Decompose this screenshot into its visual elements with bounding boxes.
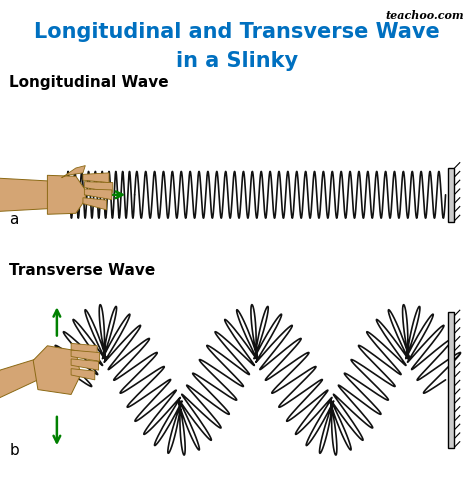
Text: a: a bbox=[9, 212, 19, 227]
Polygon shape bbox=[0, 356, 47, 404]
Polygon shape bbox=[71, 359, 99, 370]
Polygon shape bbox=[71, 369, 95, 380]
Polygon shape bbox=[83, 198, 107, 210]
Polygon shape bbox=[71, 350, 100, 361]
Polygon shape bbox=[71, 343, 97, 355]
Polygon shape bbox=[47, 175, 85, 214]
Text: Transverse Wave: Transverse Wave bbox=[9, 263, 156, 278]
Text: Longitudinal and Transverse Wave: Longitudinal and Transverse Wave bbox=[34, 22, 440, 42]
Text: in a Slinky: in a Slinky bbox=[176, 51, 298, 71]
Polygon shape bbox=[84, 189, 112, 200]
Polygon shape bbox=[33, 346, 81, 394]
Polygon shape bbox=[0, 178, 52, 212]
Polygon shape bbox=[83, 173, 109, 183]
Text: b: b bbox=[9, 443, 19, 458]
Text: Longitudinal Wave: Longitudinal Wave bbox=[9, 75, 169, 91]
Text: teachoo.com: teachoo.com bbox=[386, 10, 465, 21]
Polygon shape bbox=[448, 168, 454, 222]
Polygon shape bbox=[448, 312, 454, 448]
Polygon shape bbox=[84, 182, 113, 192]
Polygon shape bbox=[62, 166, 85, 178]
